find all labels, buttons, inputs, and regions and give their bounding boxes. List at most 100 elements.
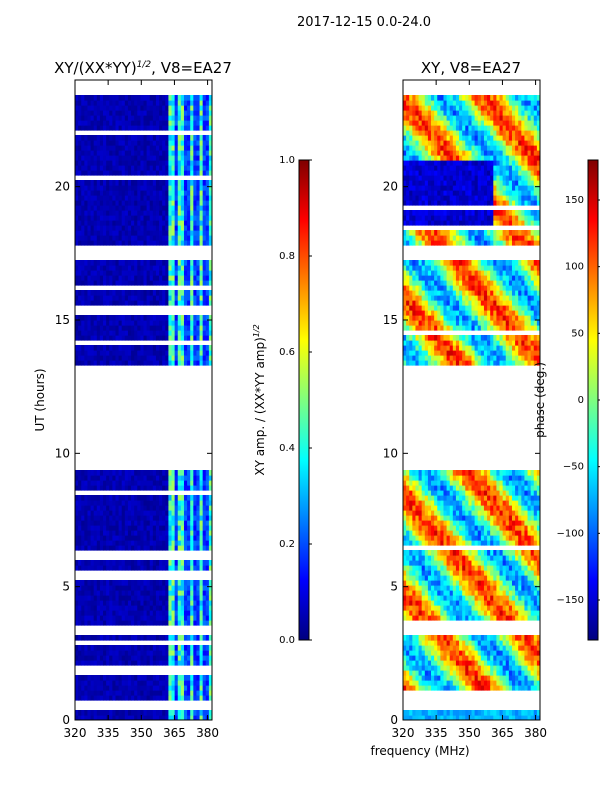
heatmap-cell [134, 135, 138, 141]
heatmap-cell [187, 210, 191, 216]
heatmap-cell [159, 660, 163, 666]
heatmap-cell [137, 635, 141, 641]
heatmap-cell [174, 135, 179, 141]
heatmap-cell [202, 680, 207, 686]
heatmap-cell [437, 560, 441, 566]
heatmap-cell [78, 265, 82, 271]
heatmap-cell [168, 165, 173, 171]
heatmap-cell [412, 660, 417, 666]
heatmap-cell [137, 545, 141, 551]
heatmap-cell [109, 495, 113, 501]
heatmap-cell [208, 95, 212, 101]
heatmap-cell [518, 670, 522, 676]
heatmap-cell [412, 605, 417, 611]
heatmap-cell [193, 660, 198, 666]
heatmap-cell [193, 320, 198, 326]
heatmap-cell [152, 195, 157, 201]
heatmap-cell [180, 480, 185, 486]
heatmap-cell [483, 680, 488, 686]
heatmap-cell [143, 230, 148, 236]
heatmap-cell [424, 610, 429, 616]
heatmap-cell [87, 620, 92, 626]
heatmap-cell [418, 560, 423, 566]
heatmap-cell [131, 355, 135, 361]
heatmap-cell [127, 545, 132, 551]
heatmap-cell [149, 115, 154, 121]
heatmap-cell [109, 660, 113, 666]
heatmap-cell [159, 230, 163, 236]
heatmap-cell [527, 640, 532, 646]
heatmap-cell [124, 345, 129, 351]
heatmap-cell [93, 540, 98, 546]
heatmap-cell [152, 280, 157, 286]
heatmap-cell [112, 150, 117, 156]
heatmap-cell [75, 320, 79, 326]
heatmap-cell [84, 315, 89, 321]
heatmap-cell [171, 675, 176, 681]
heatmap-cell [527, 650, 532, 656]
heatmap-cell [165, 265, 170, 271]
heatmap-cell [418, 660, 423, 666]
heatmap-cell [208, 360, 212, 366]
heatmap-cell [190, 260, 194, 266]
heatmap-cell [140, 295, 145, 301]
heatmap-cell [99, 275, 104, 281]
heatmap-cell [202, 260, 207, 266]
heatmap-cell [96, 100, 101, 106]
heatmap-cell [134, 110, 138, 116]
heatmap-cell [143, 135, 148, 141]
heatmap-cell [502, 550, 507, 556]
heatmap-cell [118, 695, 123, 701]
heatmap-cell [103, 540, 107, 546]
heatmap-cell [199, 200, 204, 206]
heatmap-cell [171, 95, 176, 101]
heatmap-cell [515, 605, 519, 611]
heatmap-cell [165, 485, 170, 491]
heatmap-cell [75, 530, 79, 536]
heatmap-cell [127, 500, 132, 506]
heatmap-cell [196, 345, 201, 351]
heatmap-cell [174, 140, 179, 146]
heatmap-cell [124, 320, 129, 326]
heatmap-cell [137, 505, 141, 511]
heatmap-cell [168, 505, 173, 511]
heatmap-cell [146, 105, 151, 111]
heatmap-cell [174, 475, 179, 481]
heatmap-cell [143, 620, 148, 626]
heatmap-cell [452, 660, 457, 666]
heatmap-cell [455, 565, 460, 571]
heatmap-cell [449, 655, 454, 661]
heatmap-cell [90, 500, 95, 506]
heatmap-cell [75, 95, 79, 101]
heatmap-cell [87, 110, 92, 116]
heatmap-cell [131, 205, 135, 211]
heatmap-cell [152, 485, 157, 491]
heatmap-cell [121, 650, 126, 656]
heatmap-cell [152, 565, 157, 571]
heatmap-cell [518, 595, 522, 601]
heatmap-cell [87, 500, 92, 506]
heatmap-cell [137, 180, 141, 186]
heatmap-cell [162, 545, 166, 551]
heatmap-cell [496, 550, 501, 556]
heatmap-cell [124, 635, 129, 641]
heatmap-cell [115, 560, 120, 566]
heatmap-cell [515, 665, 519, 671]
heatmap-cell [527, 540, 532, 546]
heatmap-cell [159, 475, 163, 481]
heatmap-cell [427, 710, 432, 716]
heatmap-cell [121, 115, 126, 121]
heatmap-cell [103, 325, 107, 331]
heatmap-cell [205, 690, 210, 696]
heatmap-cell [112, 590, 117, 596]
heatmap-cell [168, 330, 173, 336]
heatmap-cell [155, 520, 160, 526]
heatmap-cell [530, 645, 535, 651]
amplitude-colorbar-label: XY amp. / (XX*YY amp)1/2 [252, 324, 267, 475]
heatmap-cell [87, 675, 92, 681]
heatmap-cell [177, 620, 182, 626]
heatmap-cell [418, 640, 423, 646]
heatmap-cell [477, 590, 482, 596]
heatmap-cell [109, 560, 113, 566]
heatmap-cell [180, 110, 185, 116]
